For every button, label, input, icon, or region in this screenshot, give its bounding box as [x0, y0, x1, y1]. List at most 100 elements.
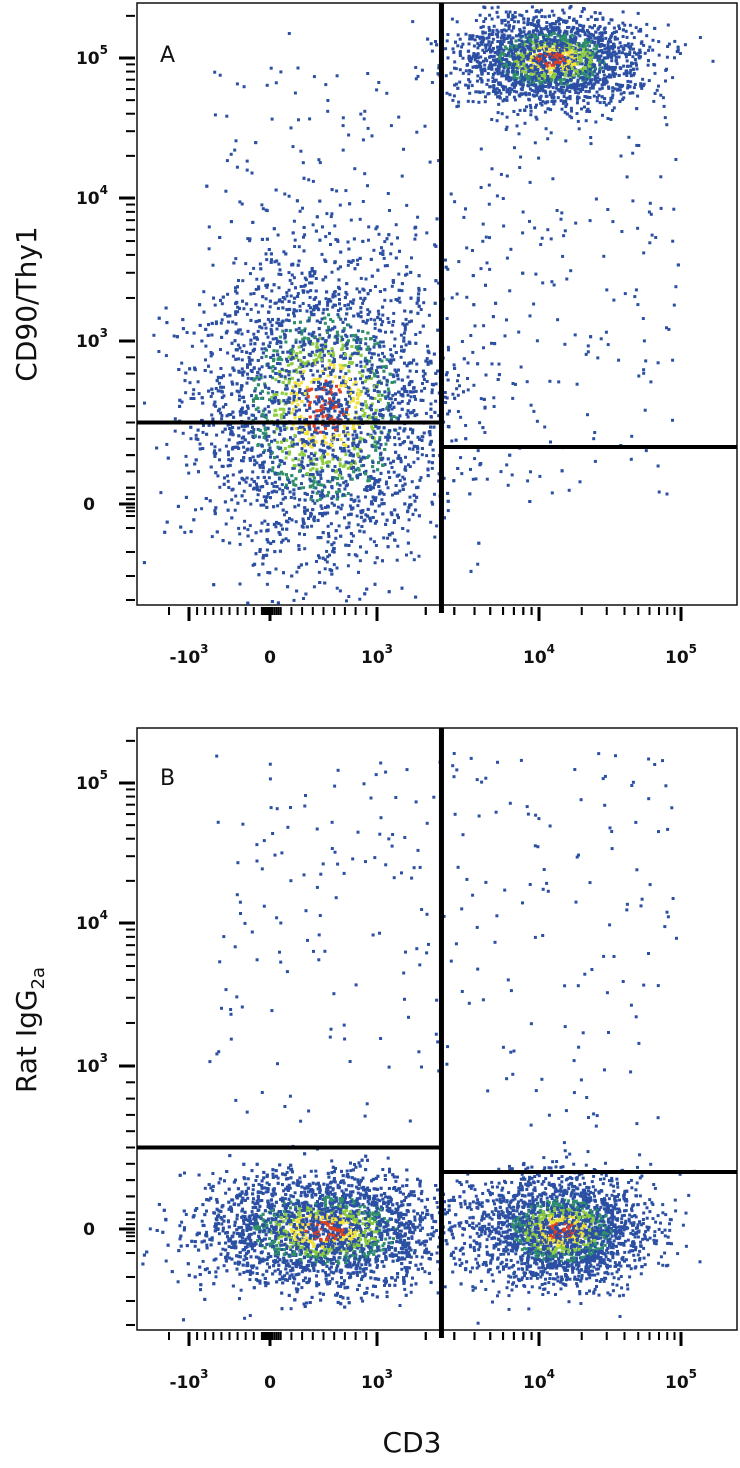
- event-dot: [299, 486, 303, 490]
- event-dot: [337, 524, 341, 528]
- event-dot: [444, 265, 448, 269]
- event-dot: [319, 350, 323, 354]
- event-dot: [279, 413, 283, 417]
- event-dot: [430, 382, 434, 386]
- event-dot: [333, 465, 337, 468]
- event-dot: [303, 511, 307, 515]
- event-dot: [321, 415, 325, 419]
- event-dot: [345, 599, 348, 603]
- event-dot: [504, 77, 508, 81]
- event-dot: [260, 389, 264, 393]
- event-dot: [319, 430, 322, 434]
- event-dot: [409, 395, 413, 399]
- event-dot: [217, 381, 221, 385]
- event-dot: [376, 426, 380, 430]
- event-dot: [444, 373, 448, 377]
- event-dot: [189, 397, 193, 400]
- event-dot: [333, 294, 337, 298]
- event-dot: [291, 231, 295, 235]
- event-dot: [271, 460, 275, 464]
- event-dot: [378, 438, 382, 442]
- event-dot: [220, 302, 224, 306]
- event-dot: [306, 463, 310, 467]
- event-dot: [426, 362, 430, 366]
- event-dot: [304, 397, 308, 401]
- event-dot: [476, 362, 480, 366]
- event-dot: [312, 479, 316, 483]
- event-dot: [360, 464, 364, 468]
- event-dot: [380, 393, 384, 397]
- event-dot: [318, 300, 321, 304]
- event-dot: [244, 411, 248, 415]
- event-dot: [240, 424, 244, 428]
- event-dot: [292, 311, 296, 315]
- event-dot: [157, 316, 161, 320]
- event-dot: [369, 404, 373, 408]
- event-dot: [399, 457, 402, 460]
- event-dot: [381, 408, 385, 411]
- event-dot: [285, 510, 289, 514]
- event-dot: [359, 457, 363, 461]
- event-dot: [325, 432, 329, 436]
- event-dot: [339, 355, 343, 359]
- event-dot: [266, 405, 270, 409]
- event-dot: [317, 395, 321, 399]
- event-dot: [292, 398, 296, 402]
- event-dot: [363, 456, 367, 460]
- event-dot: [593, 78, 597, 82]
- event-dot: [194, 458, 198, 462]
- event-dot: [448, 93, 452, 97]
- event-dot: [381, 559, 384, 563]
- event-dot: [380, 359, 384, 363]
- event-dot: [552, 13, 556, 17]
- event-dot: [425, 454, 429, 458]
- event-dot: [336, 416, 340, 420]
- event-dot: [409, 270, 413, 274]
- event-dot: [240, 350, 244, 353]
- event-dot: [352, 453, 355, 457]
- event-dot: [366, 313, 370, 316]
- event-dot: [294, 405, 298, 409]
- event-dot: [296, 263, 300, 267]
- event-dot: [318, 581, 322, 584]
- event-dot: [311, 462, 315, 466]
- event-dot: [194, 508, 197, 512]
- event-dot: [234, 289, 238, 293]
- event-dot: [311, 373, 315, 377]
- event-dot: [404, 343, 408, 347]
- event-dot: [252, 480, 256, 484]
- event-dot: [575, 96, 579, 100]
- event-dot: [347, 365, 351, 369]
- event-dot: [198, 323, 202, 327]
- event-dot: [296, 295, 300, 298]
- event-dot: [285, 473, 288, 477]
- event-dot: [294, 457, 298, 461]
- event-dot: [292, 464, 296, 468]
- event-dot: [301, 517, 305, 521]
- event-dot: [265, 285, 269, 289]
- event-dot: [213, 303, 217, 307]
- event-dot: [334, 455, 338, 458]
- event-dot: [373, 342, 377, 346]
- event-dot: [393, 337, 397, 341]
- event-dot: [270, 323, 274, 327]
- event-dot: [283, 334, 287, 337]
- event-dot: [289, 357, 293, 361]
- event-dot: [273, 456, 276, 460]
- event-dot: [358, 459, 362, 463]
- event-dot: [429, 520, 433, 524]
- event-dot: [281, 380, 285, 384]
- event-dot: [234, 330, 238, 334]
- event-dot: [281, 329, 285, 333]
- event-dot: [390, 381, 394, 384]
- event-dot: [402, 385, 406, 389]
- event-dot: [249, 502, 253, 506]
- event-dot: [678, 52, 682, 55]
- event-dot: [308, 274, 312, 278]
- event-dot: [361, 437, 365, 441]
- event-dot: [602, 73, 606, 77]
- event-dot: [213, 454, 217, 458]
- event-dot: [275, 391, 279, 395]
- event-dot: [343, 352, 347, 356]
- event-dot: [280, 391, 284, 395]
